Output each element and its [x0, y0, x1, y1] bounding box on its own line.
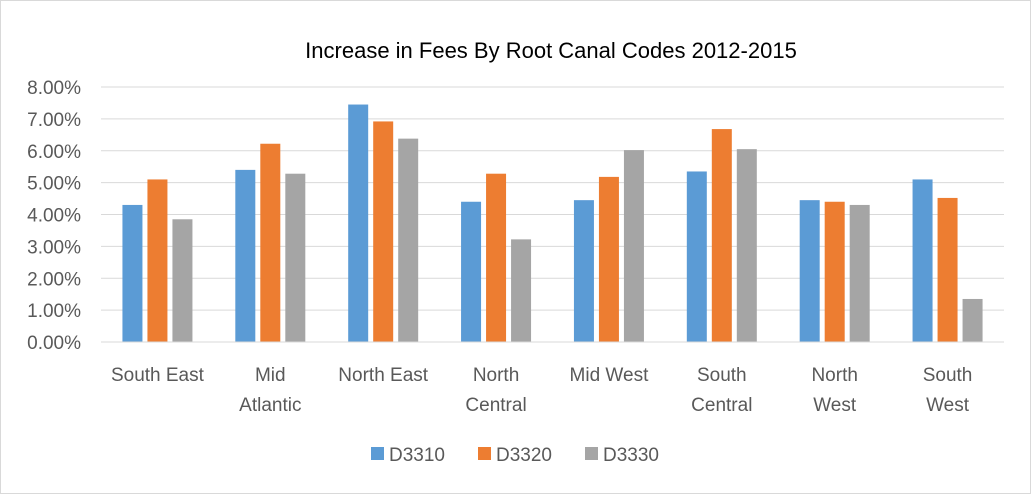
- legend-item-d3310: D3310: [371, 445, 445, 466]
- x-category-label: South: [923, 365, 973, 386]
- x-category-label: North East: [338, 365, 428, 386]
- bar-d3310: [122, 204, 143, 342]
- x-category-label: North: [811, 365, 857, 386]
- y-tick-label: 2.00%: [27, 269, 81, 290]
- x-category-label: West: [813, 395, 857, 416]
- bar-d3330: [623, 150, 644, 342]
- y-tick-label: 0.00%: [27, 333, 81, 354]
- bar-d3320: [486, 173, 507, 342]
- x-category-label: Central: [691, 395, 752, 416]
- y-tick-label: 5.00%: [27, 174, 81, 195]
- bar-d3330: [849, 204, 870, 342]
- bar-d3320: [598, 176, 619, 342]
- x-category-label: Atlantic: [239, 395, 301, 416]
- y-axis-tick-labels: 0.00% 1.00% 2.00% 3.00% 4.00% 5.00% 6.00% 7.00%…: [27, 78, 81, 354]
- legend-swatch: [585, 447, 598, 460]
- legend-swatch: [371, 447, 384, 460]
- bars: [122, 104, 983, 343]
- bar-d3330: [511, 239, 532, 342]
- bar-d3320: [824, 201, 845, 342]
- y-tick-label: 4.00%: [27, 206, 81, 227]
- x-category-label: North: [473, 365, 519, 386]
- x-category-label: Central: [465, 395, 526, 416]
- y-tick-label: 8.00%: [27, 78, 81, 99]
- bar-d3310: [235, 169, 256, 343]
- x-category-label: South East: [111, 365, 205, 386]
- chart-title: Increase in Fees By Root Canal Codes 201…: [305, 38, 797, 63]
- bar-d3310: [686, 171, 707, 342]
- x-category-label: Mid West: [570, 365, 650, 386]
- legend-item-d3320: D3320: [478, 445, 552, 466]
- legend-label: D3320: [496, 445, 552, 466]
- legend: D3310 D3320 D3330: [371, 445, 659, 466]
- bar-d3330: [285, 173, 306, 342]
- bar-d3310: [461, 201, 482, 342]
- bar-d3330: [736, 149, 757, 342]
- bar-d3310: [573, 200, 594, 342]
- bar-d3330: [172, 219, 193, 342]
- bar-d3320: [937, 197, 958, 342]
- bar-d3320: [373, 121, 394, 343]
- legend-label: D3330: [603, 445, 659, 466]
- bar-d3310: [912, 179, 933, 342]
- legend-swatch: [478, 447, 491, 460]
- y-tick-label: 7.00%: [27, 110, 81, 131]
- x-category-label: Mid: [255, 365, 286, 386]
- x-category-label: South: [697, 365, 747, 386]
- y-tick-label: 1.00%: [27, 301, 81, 322]
- legend-label: D3310: [389, 445, 445, 466]
- legend-item-d3330: D3330: [585, 445, 659, 466]
- x-category-label: West: [926, 395, 970, 416]
- x-axis-category-labels: South East Mid Atlantic North East North Cent…: [111, 365, 972, 416]
- bar-d3320: [147, 179, 168, 342]
- bar-d3310: [799, 200, 820, 342]
- y-tick-label: 3.00%: [27, 237, 81, 258]
- bar-d3330: [398, 138, 419, 342]
- bar-d3330: [962, 298, 983, 342]
- y-tick-label: 6.00%: [27, 142, 81, 163]
- bar-d3320: [260, 143, 281, 342]
- bar-d3310: [348, 104, 369, 342]
- bar-d3320: [711, 129, 732, 342]
